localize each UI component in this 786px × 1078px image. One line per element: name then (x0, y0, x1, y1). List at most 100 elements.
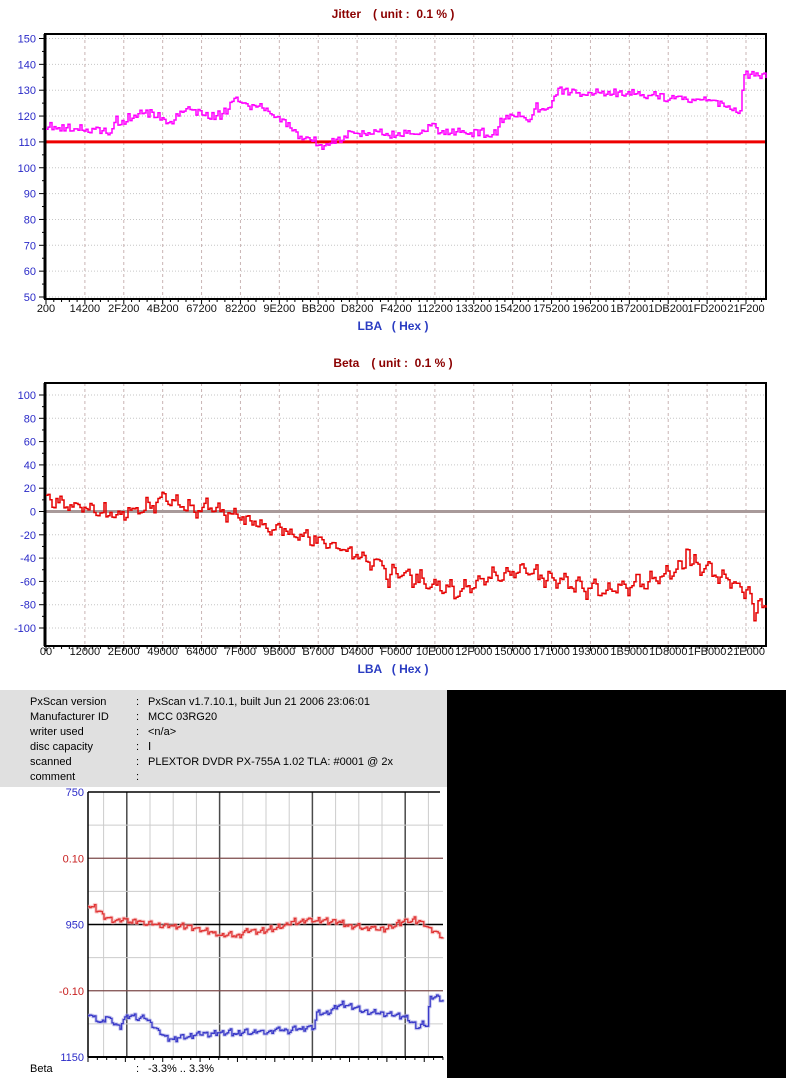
x-tick-label: 21E000 (727, 646, 765, 658)
info-row: scanned: PLEXTOR DVDR PX-755A 1.02 TLA: #… (0, 755, 447, 770)
pxscan-beta-graph: 750 0.10 950 -0.10 1150 (59, 787, 445, 1064)
info-label: comment (30, 771, 76, 783)
x-tick-label: 1FB000 (688, 646, 727, 658)
y-tick-label: 90 (24, 189, 36, 201)
beta-lower-trace (88, 994, 444, 1043)
info-row: Manufacturer ID: MCC 03RG20 (0, 710, 447, 725)
x-tick-label: 200 (37, 303, 55, 315)
x-tick-label: 21F200 (727, 303, 764, 315)
beta-plot: 00 12000 2E000 49000 64000 7F000 9B000 B7000 D40… (14, 382, 767, 658)
info-label: disc capacity (30, 741, 93, 753)
info-row: PxScan version: PxScan v1.7.10.1, built J… (0, 695, 447, 710)
x-tick-label: 12F000 (455, 646, 492, 658)
y-tick-label: 130 (18, 85, 36, 97)
x-tick-label: 1B5000 (610, 646, 648, 658)
y-tick-label: 0 (30, 507, 36, 519)
beta-chart-title: Beta ( unit : 0.1 % ) (0, 356, 786, 370)
x-tick-label: 171000 (533, 646, 570, 658)
x-tick-label: 1D8000 (649, 646, 688, 658)
x-tick-label: 7F000 (225, 646, 256, 658)
info-value: <n/a> (148, 726, 177, 738)
x-tick-label: B7000 (302, 646, 334, 658)
x-tick-label: 175200 (533, 303, 570, 315)
chart-title-unit: ( unit : 0.1 % ) (373, 7, 455, 21)
x-tick-label: 193000 (572, 646, 609, 658)
y-tick-label: -100 (14, 623, 36, 635)
jitter-chart-title: Jitter ( unit : 0.1 % ) (0, 7, 786, 21)
x-tick-label: 4B200 (147, 303, 179, 315)
beta-x-axis-label: LBA ( Hex ) (357, 662, 429, 676)
x-tick-label: 12000 (70, 646, 101, 658)
chart-title-unit: ( unit : 0.1 % ) (371, 356, 453, 370)
y-tick-label: -20 (20, 530, 36, 542)
x-tick-label: BB200 (302, 303, 335, 315)
x-tick-label: 64000 (186, 646, 217, 658)
x-tick-label: 9B000 (263, 646, 295, 658)
info-value: MCC 03RG20 (148, 711, 218, 723)
info-value: PxScan v1.7.10.1, built Jun 21 2006 23:0… (148, 696, 370, 708)
y-tick-label: 110 (18, 137, 36, 149)
x-tick-label: 10E000 (416, 646, 454, 658)
x-tick-label: 1FD200 (688, 303, 727, 315)
y-tick-label: 50 (24, 292, 36, 304)
x-tick-label: 1DB200 (648, 303, 688, 315)
jitter-trace (46, 70, 767, 150)
info-label: Manufacturer ID (30, 711, 109, 723)
y-tick-label: 60 (24, 266, 36, 278)
y-tick-label: 100 (18, 390, 36, 402)
jitter-plot: 200 14200 2F200 4B200 67200 82200 9E200 BB200 D8… (18, 33, 767, 315)
y-tick-label: 70 (24, 240, 36, 252)
x-tick-label: F4200 (380, 303, 411, 315)
x-tick-label: 9E200 (263, 303, 295, 315)
info-row: comment: (0, 770, 447, 785)
y-tick-label: 140 (18, 59, 36, 71)
info-row: writer used: <n/a> (0, 725, 447, 740)
info-row: disc capacity: Ⅰ (0, 740, 447, 755)
info-label: PxScan version (30, 696, 107, 708)
x-tick-label: 14200 (70, 303, 101, 315)
x-tick-label: D4000 (341, 646, 373, 658)
y-tick-label: 60 (24, 437, 36, 449)
x-tick-label: 133200 (455, 303, 492, 315)
info-separator: : (136, 711, 140, 723)
status-label: Beta (30, 1063, 53, 1075)
info-separator: : (136, 696, 140, 708)
y-tick-label: 80 (24, 413, 36, 425)
chart-title-text: Jitter (331, 7, 361, 21)
x-tick-label: 82200 (225, 303, 256, 315)
status-value: -3.3% .. 3.3% (148, 1063, 215, 1075)
y-tick-label: 80 (24, 214, 36, 226)
y-tick-label: 40 (24, 460, 36, 472)
left-axis-label: 950 (66, 920, 84, 932)
info-label: scanned (30, 756, 72, 768)
y-tick-label: 150 (18, 34, 36, 46)
x-tick-label: D8200 (341, 303, 373, 315)
left-axis-label: 750 (66, 787, 84, 799)
info-panel: PxScan version: PxScan v1.7.10.1, built J… (0, 690, 447, 787)
y-tick-label: -60 (20, 576, 36, 588)
left-axis-label: 0.10 (63, 853, 84, 865)
left-axis-label: -0.10 (59, 986, 84, 998)
x-tick-label: 196200 (572, 303, 609, 315)
chart-title-text: Beta (333, 356, 360, 370)
x-tick-label: 1B7200 (610, 303, 648, 315)
y-tick-label: 120 (18, 111, 36, 123)
y-tick-label: 100 (18, 163, 36, 175)
x-tick-label: 49000 (147, 646, 178, 658)
x-tick-label: 112200 (417, 303, 453, 315)
info-value: Ⅰ (148, 741, 152, 753)
x-tick-label: F0000 (380, 646, 411, 658)
x-tick-label: 2E000 (108, 646, 140, 658)
info-separator: : (136, 726, 140, 738)
x-tick-label: 150000 (494, 646, 531, 658)
x-tick-label: 154200 (494, 303, 531, 315)
info-separator: : (136, 756, 140, 768)
x-tick-label: 2F200 (108, 303, 139, 315)
beta-upper-trace (88, 903, 444, 939)
info-separator: : (136, 771, 140, 783)
status-bar: Beta: -3.3% .. 3.3% (0, 1062, 447, 1078)
y-tick-label: -80 (20, 600, 36, 612)
beta-trace (46, 491, 767, 622)
left-axis-label: 1150 (60, 1052, 84, 1064)
